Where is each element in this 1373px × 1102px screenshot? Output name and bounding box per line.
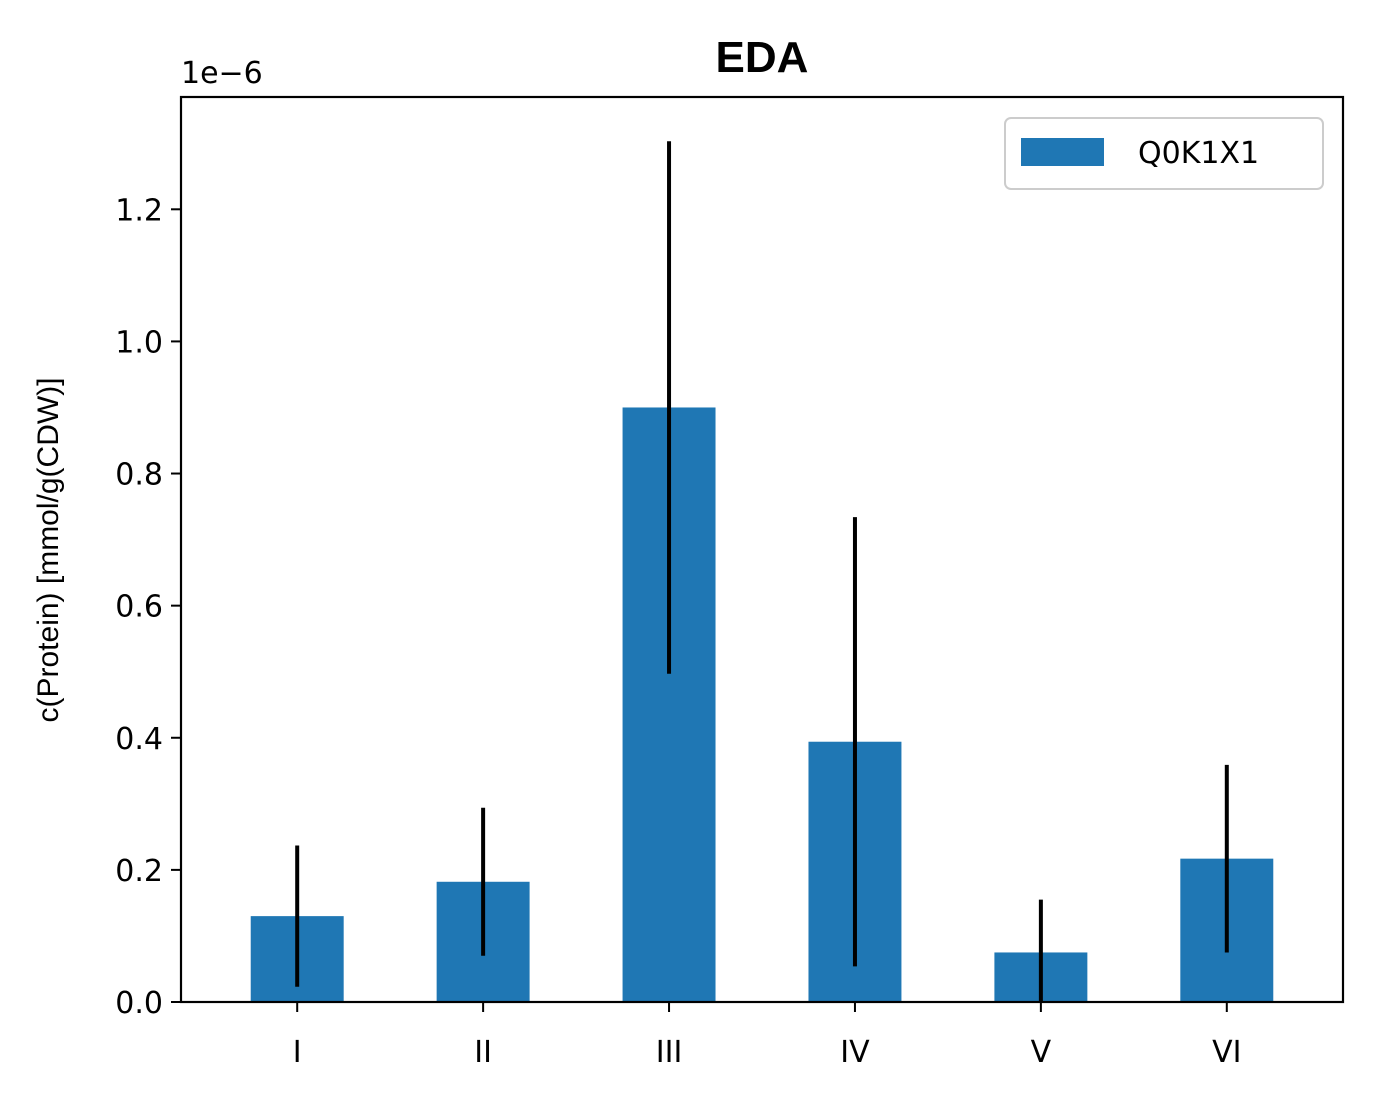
error-bars-layer <box>295 141 1229 1002</box>
y-tick-label: 0.8 <box>115 458 163 493</box>
x-tick-label: III <box>656 1035 683 1070</box>
x-tick-label: VI <box>1212 1035 1241 1070</box>
x-axis: I II III IV V VI <box>293 1002 1241 1070</box>
legend-swatch <box>1021 138 1104 166</box>
y-axis-offset-label: 1e−6 <box>181 56 263 91</box>
y-tick-label: 0.6 <box>115 590 163 625</box>
y-tick-label: 0.4 <box>115 722 163 757</box>
y-tick-label: 0.0 <box>115 986 163 1021</box>
legend-label: Q0K1X1 <box>1138 136 1259 171</box>
y-tick-label: 1.0 <box>115 325 163 360</box>
bars-layer <box>250 407 1274 1002</box>
x-tick-label: I <box>293 1035 302 1070</box>
plot-frame <box>179 95 1345 1004</box>
x-tick-label: IV <box>840 1035 870 1070</box>
y-tick-label: 0.2 <box>115 854 163 889</box>
x-tick-label: II <box>474 1035 492 1070</box>
y-axis-label: c(Protein) [mmol/g(CDW)] <box>32 377 65 722</box>
y-tick-label: 1.2 <box>115 193 163 228</box>
legend: Q0K1X1 <box>1004 117 1324 190</box>
legend-box <box>1004 117 1324 190</box>
chart-title: EDA <box>716 33 809 82</box>
y-axis: 0.0 0.2 0.4 0.6 0.8 1.0 1.2 <box>115 193 181 1021</box>
x-tick-label: V <box>1031 1035 1052 1070</box>
